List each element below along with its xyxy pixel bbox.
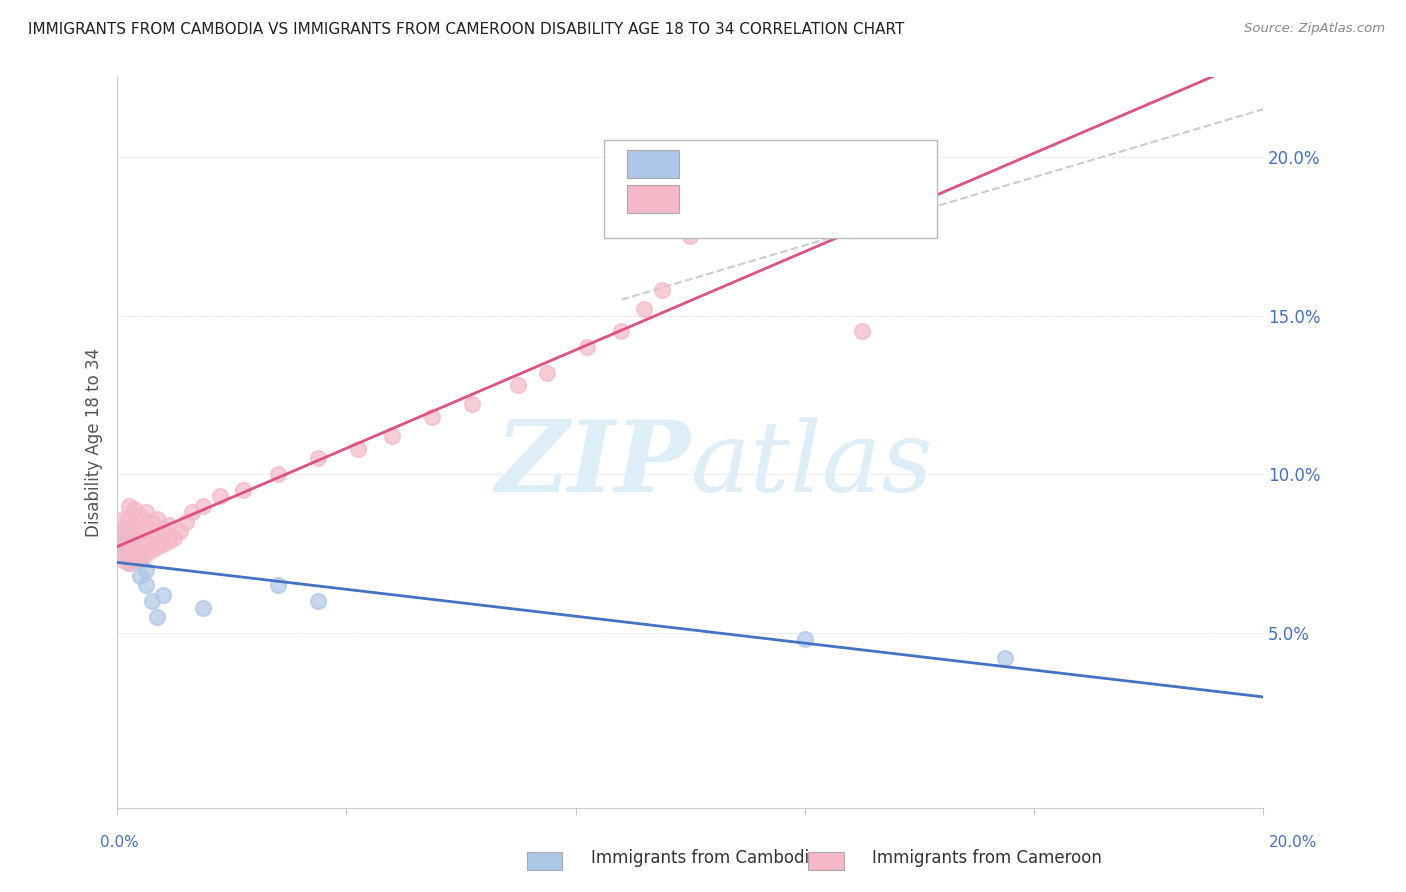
Point <box>111 553 134 567</box>
Point <box>146 541 169 555</box>
Point <box>111 521 134 535</box>
Text: Immigrants from Cambodia: Immigrants from Cambodia <box>591 849 818 867</box>
Point <box>111 533 134 548</box>
Point <box>793 181 815 195</box>
FancyBboxPatch shape <box>605 139 936 238</box>
Point <box>118 521 141 535</box>
Point <box>576 340 599 354</box>
Point <box>651 283 673 297</box>
Point <box>135 547 157 561</box>
Point <box>118 547 141 561</box>
Point <box>232 483 254 497</box>
Text: 20.0%: 20.0% <box>1270 836 1317 850</box>
Point <box>146 610 169 624</box>
Point <box>124 549 146 564</box>
Point <box>118 499 141 513</box>
Point <box>266 467 288 482</box>
Point <box>266 578 288 592</box>
Text: IMMIGRANTS FROM CAMBODIA VS IMMIGRANTS FROM CAMEROON DISABILITY AGE 18 TO 34 COR: IMMIGRANTS FROM CAMBODIA VS IMMIGRANTS F… <box>28 22 904 37</box>
Point <box>347 442 370 456</box>
Point <box>536 366 558 380</box>
Point <box>610 325 633 339</box>
Point <box>124 518 146 533</box>
Point <box>679 229 702 244</box>
Point <box>129 508 152 523</box>
Point <box>141 531 163 545</box>
Point <box>141 594 163 608</box>
Point <box>141 515 163 529</box>
Y-axis label: Disability Age 18 to 34: Disability Age 18 to 34 <box>86 348 103 537</box>
Point <box>129 553 152 567</box>
Point <box>124 543 146 558</box>
Point <box>129 524 152 539</box>
Point <box>111 543 134 558</box>
Text: ZIP: ZIP <box>495 417 690 513</box>
Point <box>129 549 152 564</box>
Text: R = -0.399   N = 22: R = -0.399 N = 22 <box>696 154 887 172</box>
Point <box>191 600 214 615</box>
Text: Immigrants from Cameroon: Immigrants from Cameroon <box>872 849 1101 867</box>
Point <box>152 521 174 535</box>
Point <box>851 325 873 339</box>
Point <box>111 524 134 539</box>
Point <box>422 410 444 425</box>
Point <box>135 578 157 592</box>
Text: R =  0.419   N = 56: R = 0.419 N = 56 <box>696 188 887 206</box>
Point <box>191 499 214 513</box>
Point <box>129 569 152 583</box>
Point <box>381 429 404 443</box>
Point <box>633 302 655 317</box>
FancyBboxPatch shape <box>627 185 679 212</box>
Point <box>118 533 141 548</box>
Point <box>146 512 169 526</box>
Point <box>124 502 146 516</box>
Point <box>118 556 141 570</box>
Text: atlas: atlas <box>690 417 934 512</box>
Point <box>124 531 146 545</box>
Point <box>124 541 146 555</box>
Point <box>152 588 174 602</box>
Point <box>169 524 191 539</box>
Point <box>111 547 134 561</box>
Text: 0.0%: 0.0% <box>100 836 139 850</box>
Point <box>307 451 329 466</box>
Point <box>163 531 186 545</box>
Point <box>111 537 134 551</box>
Point <box>994 651 1017 665</box>
Point <box>118 537 141 551</box>
Point <box>157 518 180 533</box>
Point <box>118 512 141 526</box>
Point <box>152 537 174 551</box>
Point <box>135 533 157 548</box>
Point <box>180 505 202 519</box>
Point <box>124 531 146 545</box>
Point <box>135 562 157 576</box>
Point <box>174 515 197 529</box>
Point <box>146 527 169 541</box>
Point <box>124 553 146 567</box>
Point <box>508 378 530 392</box>
Point <box>157 533 180 548</box>
Point <box>141 543 163 558</box>
Point <box>135 505 157 519</box>
Point <box>118 543 141 558</box>
Point <box>129 537 152 551</box>
Point <box>118 556 141 570</box>
Text: Source: ZipAtlas.com: Source: ZipAtlas.com <box>1244 22 1385 36</box>
Point <box>135 521 157 535</box>
Point <box>209 490 232 504</box>
Point <box>307 594 329 608</box>
Point <box>461 397 484 411</box>
Point <box>118 524 141 539</box>
Point <box>111 512 134 526</box>
FancyBboxPatch shape <box>627 151 679 178</box>
Point <box>793 632 815 647</box>
